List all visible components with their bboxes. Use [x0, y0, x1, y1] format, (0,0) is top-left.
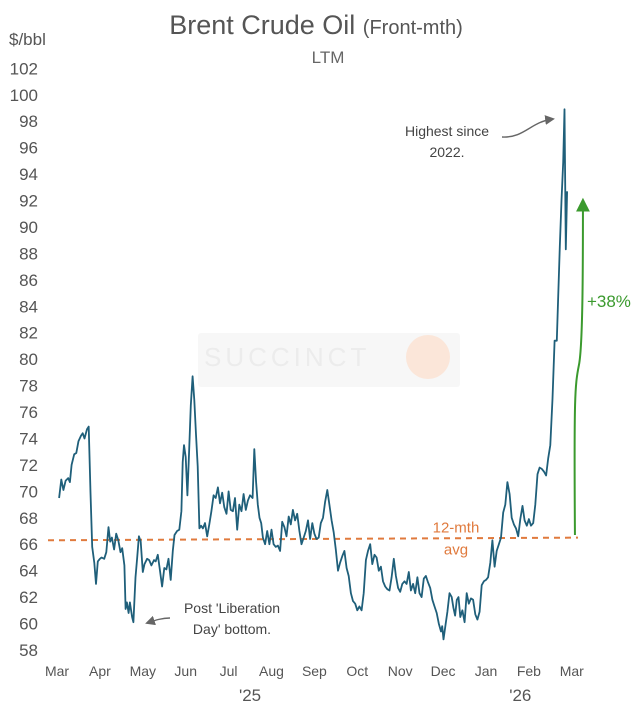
change-arrow: [573, 197, 590, 535]
watermark-text: SUCCINCT: [204, 342, 370, 372]
x-tick-label: Jan: [475, 663, 498, 679]
x-axis-tick-labels: Mar Apr May Jun Jul Aug Sep Oct Nov Dec Jan Feb Mar: [45, 663, 584, 679]
x-tick-label: Nov: [388, 663, 413, 679]
y-tick-label: 78: [19, 377, 38, 396]
average-label-line1: 12-mth: [433, 519, 480, 536]
x-tick-label: Mar: [45, 663, 69, 679]
y-tick-label: 58: [19, 641, 38, 660]
y-tick-label: 82: [19, 324, 38, 343]
y-tick-label: 74: [19, 429, 38, 448]
chart-title-main: Brent Crude Oil: [169, 10, 356, 40]
high-annotation-line2: 2022.: [429, 144, 464, 160]
x-tick-label: Oct: [346, 663, 368, 679]
y-tick-label: 66: [19, 535, 38, 554]
y-tick-label: 92: [19, 192, 38, 211]
x-tick-label: Sep: [302, 663, 327, 679]
year-label: '26: [509, 686, 531, 705]
change-percent-label: +38%: [587, 292, 631, 311]
year-label: '25: [239, 686, 261, 705]
y-tick-label: 96: [19, 139, 38, 158]
x-tick-label: Dec: [431, 663, 456, 679]
y-tick-label: 102: [10, 59, 38, 78]
y-tick-label: 60: [19, 615, 38, 634]
watermark-logo-icon: [406, 335, 450, 379]
y-axis-unit-label: $/bbl: [9, 30, 46, 49]
bottom-annotation-line1: Post 'Liberation: [184, 600, 280, 616]
bottom-annotation-arrow: [145, 615, 171, 626]
y-tick-label: 90: [19, 218, 38, 237]
y-tick-label: 88: [19, 244, 38, 263]
y-tick-label: 86: [19, 271, 38, 290]
x-tick-label: Feb: [517, 663, 541, 679]
average-label-line2: avg: [444, 541, 468, 558]
x-tick-label: Mar: [560, 663, 584, 679]
y-tick-label: 72: [19, 456, 38, 475]
y-tick-label: 84: [19, 297, 38, 316]
y-tick-label: 64: [19, 562, 38, 581]
y-tick-label: 68: [19, 509, 38, 528]
y-tick-label: 62: [19, 588, 38, 607]
x-tick-label: Apr: [89, 663, 111, 679]
twelve-month-average-line: [47, 536, 579, 542]
brent-price-line: [58, 108, 568, 641]
y-tick-label: 70: [19, 482, 38, 501]
x-tick-label: Jul: [220, 663, 238, 679]
watermark: SUCCINCT: [198, 333, 460, 387]
chart-title-qualifier: (Front-mth): [362, 17, 463, 39]
y-axis-tick-labels: 58 60 62 64 66 68 70 72 74 76 78 80 82 84 86 88 90 92 94 96…: [10, 59, 38, 660]
high-annotation-arrow: [501, 115, 555, 138]
year-labels: '25 '26: [239, 686, 531, 705]
x-tick-label: May: [130, 663, 156, 679]
y-tick-label: 94: [19, 165, 38, 184]
bottom-annotation-line2: Day' bottom.: [193, 621, 271, 637]
x-tick-label: Jun: [174, 663, 197, 679]
x-tick-label: Aug: [259, 663, 284, 679]
chart-title: Brent Crude Oil (Front-mth): [0, 10, 632, 41]
high-annotation-line1: Highest since: [405, 123, 489, 139]
y-tick-label: 80: [19, 350, 38, 369]
y-tick-label: 76: [19, 403, 38, 422]
y-tick-label: 100: [10, 86, 38, 105]
chart-subtitle: LTM: [311, 48, 345, 67]
y-tick-label: 98: [19, 112, 38, 131]
